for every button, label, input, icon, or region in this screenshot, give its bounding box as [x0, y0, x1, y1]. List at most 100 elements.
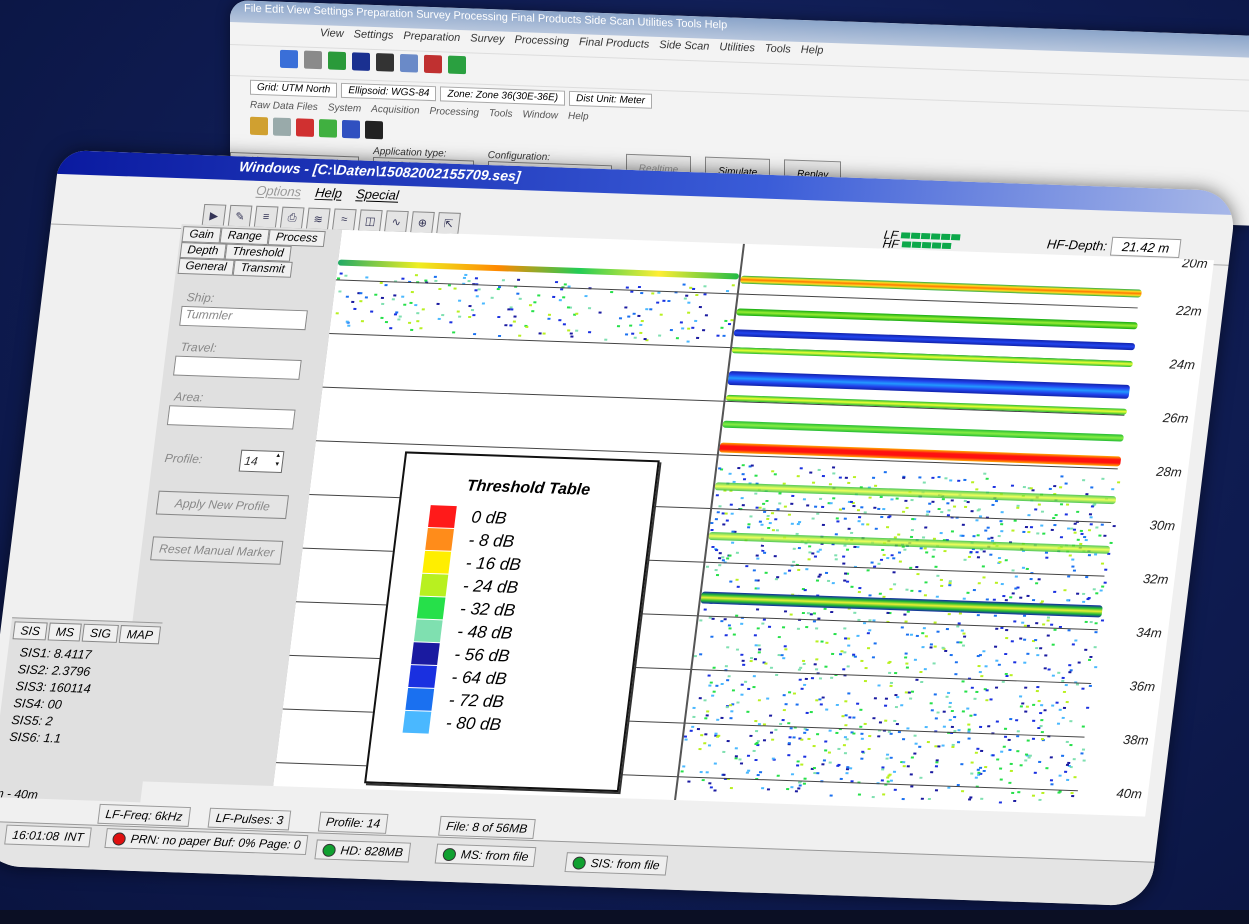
- menu-survey[interactable]: Survey: [470, 32, 505, 46]
- profile-stepper[interactable]: 14: [238, 449, 285, 474]
- menu-settings[interactable]: Settings: [353, 28, 394, 42]
- echo-sample: [747, 754, 751, 757]
- pen-icon[interactable]: [376, 53, 394, 72]
- prn-status-led-icon: [111, 831, 127, 846]
- submenu-tools[interactable]: Tools: [488, 108, 513, 120]
- chart-icon[interactable]: [448, 55, 466, 75]
- travel-field[interactable]: [173, 355, 302, 380]
- echo-sample: [740, 683, 744, 686]
- submenu-help[interactable]: Help: [568, 110, 589, 123]
- globe-icon[interactable]: [352, 52, 370, 71]
- echo-sample: [1040, 719, 1044, 722]
- echo-sample: [1025, 753, 1029, 756]
- menu-utilities[interactable]: Utilities: [719, 41, 755, 55]
- tab-process[interactable]: Process: [267, 229, 326, 248]
- echo-sample: [885, 697, 889, 700]
- map-icon[interactable]: [328, 51, 346, 71]
- echo-sample: [791, 772, 795, 776]
- raw-data-files[interactable]: Raw Data Files: [250, 99, 318, 114]
- record-icon[interactable]: ▶: [201, 203, 227, 227]
- tab-range[interactable]: Range: [219, 227, 270, 246]
- open-icon[interactable]: [250, 116, 268, 136]
- echo-sample: [774, 673, 779, 676]
- tab-ms[interactable]: MS: [47, 622, 83, 642]
- echo-sample: [825, 708, 829, 711]
- echo-sample: [831, 653, 835, 656]
- echo-sample: [786, 788, 790, 791]
- tab-sig[interactable]: SIG: [81, 623, 119, 643]
- menu-options[interactable]: Options: [255, 182, 303, 200]
- wave-icon[interactable]: ≋: [305, 207, 331, 231]
- echo-sample: [866, 647, 871, 650]
- threshold-color-swatch: [408, 664, 438, 688]
- sis2-value: SIS2: 2.3796: [16, 662, 92, 679]
- echo-sample: [398, 315, 402, 318]
- monitor-icon[interactable]: [342, 119, 360, 139]
- echo-sample: [1040, 510, 1044, 513]
- ship-field[interactable]: Tummler: [179, 305, 308, 331]
- folder-icon[interactable]: [280, 49, 298, 69]
- signal-icon[interactable]: ≈: [331, 208, 357, 232]
- echo-sample: [1022, 486, 1026, 489]
- lf-pulses-cell: LF-Pulses: 3: [207, 807, 292, 831]
- menu-side-scan[interactable]: Side Scan: [659, 38, 710, 53]
- echo-sample: [1034, 638, 1038, 641]
- submenu-acquisition[interactable]: Acquisition: [371, 103, 420, 117]
- flag-icon[interactable]: [296, 118, 314, 137]
- menu-final-products[interactable]: Final Products: [578, 36, 650, 51]
- echo-sample: [783, 648, 788, 651]
- tree-icon[interactable]: [319, 119, 337, 138]
- echo-sample: [970, 509, 974, 512]
- echo-sample: [736, 585, 741, 588]
- echo-sample: [806, 611, 810, 614]
- echo-sample: [984, 765, 988, 768]
- tab-depth[interactable]: Depth: [179, 242, 227, 260]
- menu-preparation[interactable]: Preparation: [403, 30, 461, 45]
- triangle-icon[interactable]: [424, 54, 442, 74]
- submenu-processing[interactable]: Processing: [429, 105, 479, 119]
- clock-icon[interactable]: [273, 117, 291, 137]
- print-icon[interactable]: ⎙: [279, 206, 305, 230]
- echo-sample: [847, 527, 851, 530]
- grid-icon[interactable]: [400, 53, 418, 73]
- export-icon[interactable]: ⇱: [436, 212, 461, 235]
- disk-icon[interactable]: [304, 50, 322, 70]
- echo-sample: [879, 558, 884, 561]
- tab-transmit[interactable]: Transmit: [232, 259, 293, 278]
- echo-sample: [542, 332, 547, 335]
- filter-icon[interactable]: ∿: [384, 210, 409, 233]
- moon-icon[interactable]: [365, 120, 383, 140]
- prn-status: PRN: no paper Buf: 0% Page: 0: [129, 831, 302, 852]
- tab-gain[interactable]: Gain: [181, 226, 222, 244]
- echo-sample: [824, 665, 828, 668]
- pencil-icon[interactable]: ✎: [227, 204, 253, 228]
- echo-sample: [714, 568, 718, 571]
- echo-sample: [739, 762, 743, 765]
- apply-new-profile-button[interactable]: Apply New Profile: [155, 490, 290, 520]
- list-icon[interactable]: ≡: [253, 205, 279, 229]
- echo-sample: [963, 635, 967, 638]
- reset-manual-marker-button[interactable]: Reset Manual Marker: [150, 536, 284, 565]
- book-icon[interactable]: ◫: [357, 209, 383, 233]
- menu-special[interactable]: Special: [355, 186, 400, 203]
- marker-icon[interactable]: ⊕: [410, 211, 435, 234]
- echo-sample: [1042, 623, 1046, 626]
- submenu-system[interactable]: System: [327, 102, 362, 115]
- menu-tools[interactable]: Tools: [764, 42, 791, 56]
- area-field[interactable]: [166, 405, 296, 430]
- echo-sample: [718, 466, 722, 470]
- echo-sample: [724, 512, 728, 515]
- echo-sample: [1058, 774, 1062, 777]
- echo-sample: [771, 757, 776, 760]
- echo-sample: [742, 478, 747, 481]
- echo-sample: [997, 556, 1001, 559]
- menu-processing[interactable]: Processing: [514, 33, 569, 48]
- bottom-shadow-strip: [0, 910, 1249, 924]
- submenu-window[interactable]: Window: [522, 109, 559, 122]
- menu-help-main[interactable]: Help: [314, 184, 344, 201]
- tab-sis[interactable]: SIS: [12, 621, 49, 641]
- tab-general[interactable]: General: [177, 257, 235, 276]
- menu-help[interactable]: Help: [800, 43, 824, 57]
- menu-view[interactable]: View: [320, 27, 344, 40]
- tab-map[interactable]: MAP: [118, 625, 162, 645]
